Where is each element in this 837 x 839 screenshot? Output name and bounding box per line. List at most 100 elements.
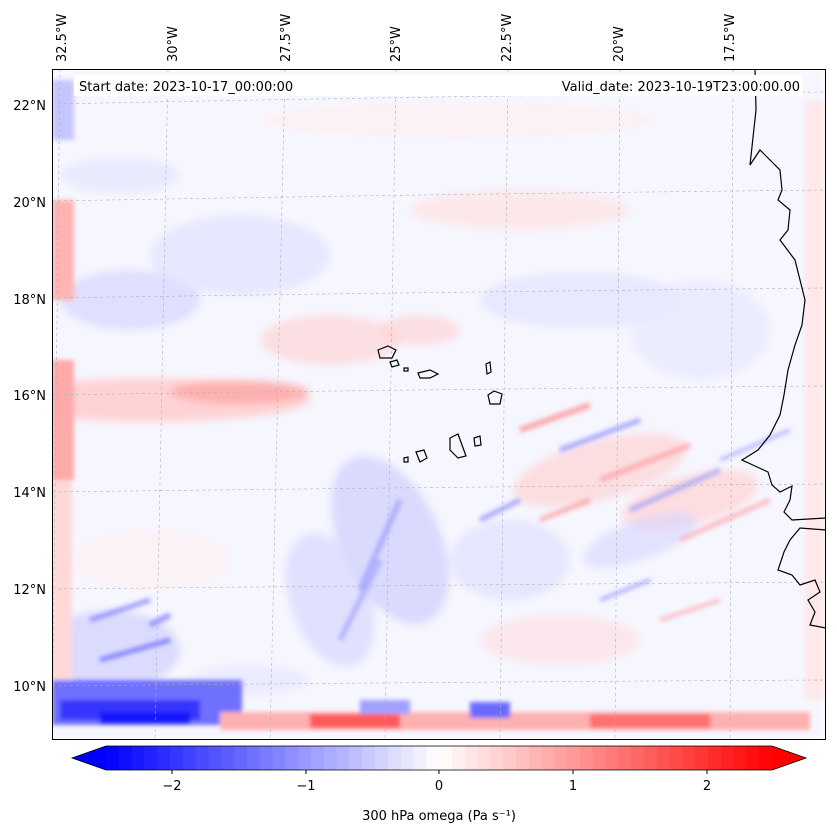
colorbar-cell	[144, 746, 158, 770]
colorbar-cell	[567, 746, 581, 770]
colorbar-cell	[349, 746, 363, 770]
lon-label-22-5w: 22.5°W	[500, 14, 515, 62]
colorbar-cell	[246, 746, 261, 770]
colorbar-cell	[272, 746, 286, 770]
colorbar-cell	[118, 746, 133, 770]
lon-label-27-5w: 27.5°W	[279, 14, 294, 62]
colorbar-tick-neg1: −1	[296, 779, 315, 794]
colorbar-cell	[374, 746, 389, 770]
omega-fine-streaks	[89, 402, 791, 663]
colorbar-cell	[387, 746, 402, 770]
colorbar-cell	[362, 746, 376, 770]
colorbar-cell	[541, 746, 555, 770]
colorbar-cell	[106, 746, 120, 770]
colorbar-cell	[759, 746, 773, 770]
lat-label-18n: 18°N	[13, 293, 46, 308]
lon-label-20w: 20°W	[612, 26, 627, 62]
colorbar-cell	[592, 746, 607, 770]
lat-label-20n: 20°N	[13, 196, 46, 211]
africa-coastline	[740, 69, 826, 629]
colorbar-cell	[131, 746, 146, 770]
colorbar-cell	[503, 746, 517, 770]
colorbar-extend-max	[772, 746, 806, 770]
colorbar-cell	[208, 746, 222, 770]
header-strip	[74, 75, 803, 96]
island-sal	[485, 361, 492, 375]
colorbar-cell	[336, 746, 350, 770]
colorbar-cell	[195, 746, 210, 770]
map-panel: Start date: 2023-10-17_00:00:00 Valid_da…	[52, 69, 826, 740]
colorbar-cell	[733, 746, 747, 770]
colorbar-cell	[477, 746, 491, 770]
colorbar-ticks: −2 −1 0 1 2	[162, 770, 711, 794]
lat-label-14n: 14°N	[13, 486, 46, 501]
colorbar-cell	[631, 746, 645, 770]
colorbar-cell	[259, 746, 274, 770]
colorbar-tick-1: 1	[569, 779, 577, 794]
lon-label-17-5w: 17.5°W	[723, 14, 738, 62]
colorbar-cell	[618, 746, 632, 770]
colorbar-cell	[464, 746, 479, 770]
colorbar-label: 300 hPa omega (Pa s⁻¹)	[362, 809, 516, 824]
colorbar-cell	[490, 746, 504, 770]
lon-label-25w: 25°W	[389, 26, 404, 62]
colorbar-cell	[413, 746, 427, 770]
colorbar-cell	[221, 746, 235, 770]
omega-smooth-patches	[52, 69, 826, 740]
colorbar-cell	[746, 746, 760, 770]
colorbar-outline	[70, 745, 808, 771]
island-fogo	[415, 449, 428, 463]
omega-boundary-strips	[52, 80, 825, 730]
colorbar-cell	[528, 746, 543, 770]
colorbar-cell	[234, 746, 248, 770]
colorbar-cells	[106, 746, 773, 770]
colorbar-cell	[285, 746, 299, 770]
latitude-labels: 22°N 20°N 18°N 16°N 14°N 12°N 10°N	[13, 99, 46, 695]
colorbar: −2 −1 0 1 2 300 hPa omega (Pa s⁻¹)	[70, 745, 808, 824]
lat-label-10n: 10°N	[13, 680, 46, 695]
colorbar-extend-min	[72, 746, 106, 770]
island-sao-vicente	[389, 359, 400, 368]
lat-label-22n: 22°N	[13, 99, 46, 114]
colorbar-cell	[720, 746, 735, 770]
lon-label-30w: 30°W	[166, 26, 181, 62]
island-santo-antao	[377, 345, 397, 359]
lon-label-32-5w: 32.5°W	[55, 14, 70, 62]
island-brava	[403, 456, 409, 463]
colorbar-cell	[682, 746, 696, 770]
colorbar-cell	[515, 746, 530, 770]
map-frame	[52, 69, 826, 740]
colorbar-cell	[439, 746, 453, 770]
colorbar-cell	[182, 746, 197, 770]
colorbar-cell	[451, 746, 466, 770]
colorbar-cell	[605, 746, 619, 770]
colorbar-cell	[323, 746, 338, 770]
colorbar-cell	[695, 746, 709, 770]
lat-label-16n: 16°N	[13, 389, 46, 404]
omega-field	[52, 69, 826, 740]
colorbar-cell	[170, 746, 184, 770]
colorbar-cell	[298, 746, 312, 770]
colorbar-cell	[400, 746, 414, 770]
colorbar-cell	[656, 746, 671, 770]
island-santa-luzia	[403, 367, 409, 372]
island-sao-nicolau	[417, 369, 440, 379]
colorbar-cell	[157, 746, 171, 770]
graticule	[52, 69, 826, 740]
colorbar-cell	[669, 746, 683, 770]
colorbar-tick-2: 2	[703, 779, 711, 794]
colorbar-cell	[426, 746, 440, 770]
colorbar-cell	[643, 746, 658, 770]
longitude-labels: 32.5°W 30°W 27.5°W 25°W 22.5°W 20°W 17.5…	[55, 14, 738, 62]
colorbar-tick-0: 0	[435, 779, 443, 794]
island-maio	[473, 435, 482, 447]
valid-date-label: Valid_date: 2023-10-19T23:00:00.00	[562, 80, 800, 95]
colorbar-cell	[579, 746, 594, 770]
lat-label-12n: 12°N	[13, 583, 46, 598]
colorbar-cell	[707, 746, 722, 770]
colorbar-cell	[554, 746, 568, 770]
colorbar-tick-neg2: −2	[162, 779, 181, 794]
start-date-label: Start date: 2023-10-17_00:00:00	[79, 80, 293, 95]
island-boa-vista	[487, 390, 503, 405]
